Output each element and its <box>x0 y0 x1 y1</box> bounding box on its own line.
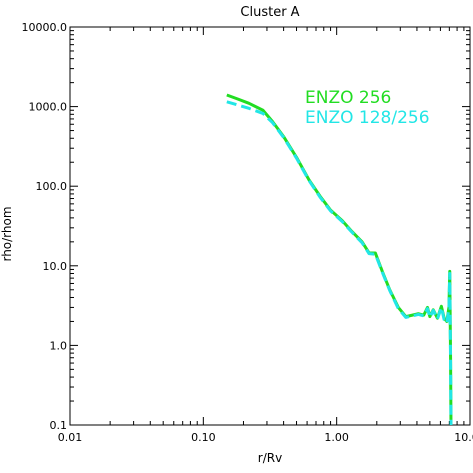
plot-frame <box>69 26 471 426</box>
series-line-1 <box>226 93 453 426</box>
y-tick-label: 0.1 <box>50 419 68 432</box>
x-tick-label: 1.00 <box>324 431 349 444</box>
legend-entry-1: ENZO 256 <box>305 88 391 108</box>
y-tick-label: 10.0 <box>43 260 68 273</box>
y-tick-label: 1000.0 <box>29 101 68 114</box>
x-tick-label: 0.01 <box>58 431 83 444</box>
legend-entry-2: ENZO 128/256 <box>305 108 430 128</box>
y-tick-label: 100.0 <box>36 180 68 193</box>
axes: 0.01 0.10 1.00 10.00 0.1 1.0 10.0 100.0 1000.0 10… <box>22 21 473 444</box>
y-axis-label: rho/rhom <box>0 206 14 261</box>
series-layer <box>226 93 453 426</box>
y-tick-label: 1.0 <box>50 339 68 352</box>
x-axis-label: r/Rv <box>258 451 282 465</box>
x-tick-label: 10.00 <box>454 431 473 444</box>
y-tick-label: 10000.0 <box>22 21 68 34</box>
series-line-2 <box>226 100 453 426</box>
x-tick-label: 0.10 <box>191 431 216 444</box>
chart-title: Cluster A <box>240 5 299 20</box>
